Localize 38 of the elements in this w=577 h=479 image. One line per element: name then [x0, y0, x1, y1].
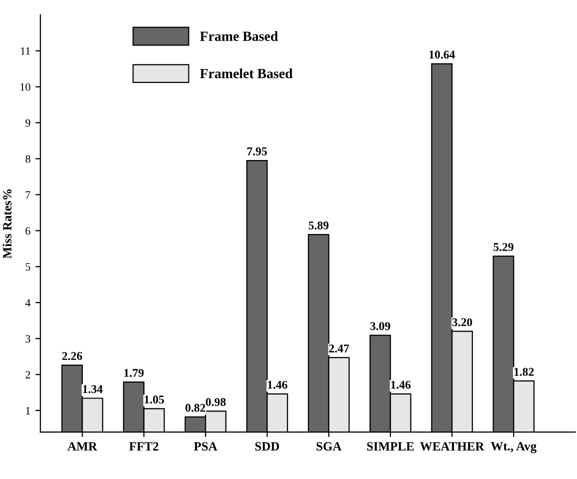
- y-axis-title: Miss Rates%: [2, 189, 12, 258]
- data-label: 0.82: [185, 404, 206, 412]
- x-tick-label: AMR: [67, 442, 98, 450]
- data-label: 2.47: [329, 344, 349, 352]
- y-tick-label: 11: [20, 47, 30, 55]
- data-label: 5.29: [494, 243, 514, 252]
- y-tick-label: 9: [25, 119, 30, 127]
- y-tick-label: 3: [26, 335, 30, 343]
- y-tick-label: 7: [26, 191, 30, 199]
- x-tick-label: SDD: [255, 442, 280, 451]
- data-label: 1.82: [514, 368, 534, 376]
- data-label: 1.46: [391, 380, 411, 389]
- y-tick-label: 4: [25, 299, 30, 306]
- x-tick-label: Wt., Avg: [490, 442, 537, 454]
- data-label: 1.79: [124, 368, 144, 377]
- data-label: 1.34: [83, 385, 103, 394]
- data-label: 3.09: [370, 322, 390, 330]
- y-tick-label: 5: [26, 263, 30, 271]
- y-tick-label: 10: [20, 83, 30, 91]
- x-tick-label: FFT2: [129, 442, 158, 450]
- data-label: 5.89: [308, 221, 329, 230]
- y-tick-label: 6: [26, 227, 30, 235]
- data-label: 3.20: [452, 318, 472, 326]
- data-label: 10.64: [430, 50, 455, 59]
- data-label: 7.95: [247, 147, 267, 156]
- x-tick-label: SIMPLE: [367, 442, 414, 451]
- data-label: 1.46: [268, 380, 288, 389]
- x-tick-label: PSA: [194, 442, 218, 451]
- legend-label: Frame Based: [200, 31, 278, 41]
- y-tick-label: 2: [26, 371, 30, 378]
- data-label: 1.05: [144, 396, 164, 404]
- y-tick-label: 1: [26, 407, 30, 414]
- x-tick-label: SGA: [316, 442, 342, 451]
- x-tick-label: WEATHER: [420, 442, 484, 451]
- y-tick-label: 8: [26, 155, 30, 163]
- data-label: 2.26: [62, 352, 82, 360]
- data-label: 0.98: [206, 398, 226, 406]
- legend-label: Framelet Based: [200, 68, 293, 78]
